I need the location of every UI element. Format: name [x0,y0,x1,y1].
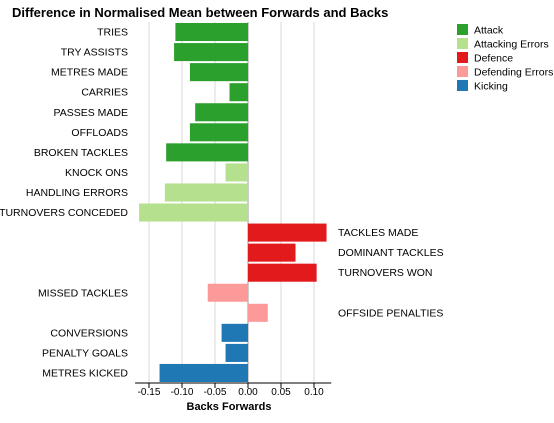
bar [195,103,248,122]
category-label: PASSES MADE [54,107,129,119]
gridlines [148,22,315,383]
x-tick-label: -0.05 [204,387,227,398]
category-label: METRES MADE [51,67,128,79]
bar [175,23,248,42]
bar [174,43,248,62]
bar [207,283,248,302]
bar [159,363,248,382]
legend-swatch [457,52,468,63]
x-tick-label: 0.10 [304,387,324,398]
category-label: KNOCK ONS [65,167,128,179]
chart-title: Difference in Normalised Mean between Fo… [12,5,388,20]
category-label: OFFLOADS [71,127,128,139]
bar [189,63,248,82]
bar [248,243,296,262]
category-label: TACKLES MADE [338,227,418,239]
legend-label: Attack [474,25,504,37]
category-label: TURNOVERS CONCEDED [0,207,128,219]
bar [189,123,248,142]
category-label: CONVERSIONS [50,327,128,339]
category-label: OFFSIDE PENALTIES [338,307,443,319]
category-label: BROKEN TACKLES [34,147,128,159]
legend-label: Kicking [474,81,508,93]
legend-swatch [457,80,468,91]
category-label: TURNOVERS WON [338,267,433,279]
x-tick-label: -0.15 [138,387,161,398]
legend-swatch [457,66,468,77]
bar [229,83,248,102]
bar [166,143,248,162]
x-tick-label: -0.10 [171,387,194,398]
bar [248,263,317,282]
bar [248,223,327,242]
category-labels: TRIES TRY ASSISTS METRES MADE CARRIES PASSES… [0,27,444,380]
category-label: TRY ASSISTS [61,47,128,59]
category-label: PENALTY GOALS [42,347,128,359]
category-label: MISSED TACKLES [38,287,128,299]
legend-swatch [457,24,468,35]
x-tick-label: 0.05 [271,387,291,398]
category-label: CARRIES [81,87,128,99]
bar [139,203,248,222]
bar [221,323,248,342]
bar [248,303,268,322]
legend-label: Attacking Errors [474,39,549,51]
x-axis: -0.15 -0.10 -0.05 0.00 0.05 0.10 [135,382,332,398]
x-tick-label: 0.00 [238,387,258,398]
x-axis-label: Backs Forwards [187,401,272,413]
bar [225,163,248,182]
category-label: HANDLING ERRORS [26,187,128,199]
category-label: METRES KICKED [42,367,128,379]
bar [225,343,248,362]
category-label: DOMINANT TACKLES [338,247,444,259]
legend-label: Defence [474,53,513,65]
bar [164,183,248,202]
legend-label: Defending Errors [474,67,553,79]
legend-swatch [457,38,468,49]
category-label: TRIES [97,27,128,39]
legend: Attack Attacking Errors Defence Defending E… [457,24,553,93]
bars [139,23,327,382]
